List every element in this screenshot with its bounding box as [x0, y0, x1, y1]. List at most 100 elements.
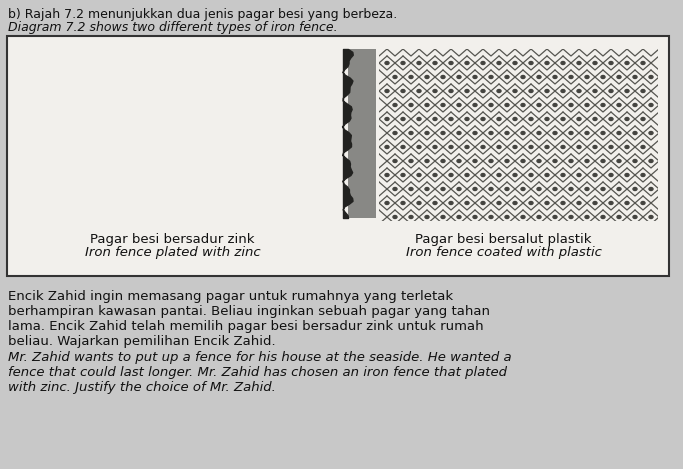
Ellipse shape: [393, 188, 397, 190]
Ellipse shape: [593, 61, 597, 65]
Ellipse shape: [417, 202, 421, 204]
Ellipse shape: [569, 159, 573, 162]
Ellipse shape: [649, 188, 653, 190]
Text: Iron fence plated with zinc: Iron fence plated with zinc: [85, 246, 260, 259]
Ellipse shape: [385, 90, 389, 92]
Ellipse shape: [393, 131, 397, 135]
Ellipse shape: [601, 131, 605, 135]
Ellipse shape: [425, 215, 429, 219]
Ellipse shape: [593, 118, 597, 121]
Ellipse shape: [561, 202, 565, 204]
Ellipse shape: [393, 215, 397, 219]
Ellipse shape: [569, 76, 573, 78]
Ellipse shape: [601, 188, 605, 190]
Ellipse shape: [585, 188, 589, 190]
Ellipse shape: [505, 104, 509, 106]
Ellipse shape: [529, 90, 533, 92]
Ellipse shape: [593, 202, 597, 204]
Ellipse shape: [593, 145, 597, 149]
Ellipse shape: [617, 104, 621, 106]
Ellipse shape: [401, 202, 405, 204]
Ellipse shape: [521, 215, 525, 219]
Ellipse shape: [457, 104, 461, 106]
Ellipse shape: [425, 131, 429, 135]
Ellipse shape: [457, 215, 461, 219]
Ellipse shape: [505, 159, 509, 162]
Ellipse shape: [569, 215, 573, 219]
Ellipse shape: [497, 90, 501, 92]
Ellipse shape: [537, 131, 541, 135]
Ellipse shape: [489, 188, 493, 190]
Ellipse shape: [641, 61, 645, 65]
Ellipse shape: [457, 159, 461, 162]
Ellipse shape: [649, 131, 653, 135]
Ellipse shape: [409, 188, 413, 190]
Ellipse shape: [433, 90, 437, 92]
Ellipse shape: [489, 131, 493, 135]
Ellipse shape: [465, 202, 469, 204]
Ellipse shape: [553, 159, 557, 162]
Ellipse shape: [489, 76, 493, 78]
Ellipse shape: [537, 104, 541, 106]
Text: lama. Encik Zahid telah memilih pagar besi bersadur zink untuk rumah: lama. Encik Zahid telah memilih pagar be…: [8, 320, 484, 333]
Ellipse shape: [641, 90, 645, 92]
Ellipse shape: [449, 90, 453, 92]
Text: Encik Zahid ingin memasang pagar untuk rumahnya yang terletak: Encik Zahid ingin memasang pagar untuk r…: [8, 290, 453, 303]
Ellipse shape: [529, 202, 533, 204]
Ellipse shape: [593, 90, 597, 92]
Ellipse shape: [625, 202, 629, 204]
Ellipse shape: [465, 118, 469, 121]
Ellipse shape: [481, 118, 485, 121]
Text: Diagram 7.2 shows two different types of iron fence.: Diagram 7.2 shows two different types of…: [8, 21, 337, 34]
Ellipse shape: [489, 159, 493, 162]
Ellipse shape: [401, 174, 405, 176]
Ellipse shape: [521, 188, 525, 190]
Text: Iron fence coated with plastic: Iron fence coated with plastic: [406, 246, 602, 259]
Ellipse shape: [609, 90, 613, 92]
Ellipse shape: [609, 118, 613, 121]
Ellipse shape: [529, 174, 533, 176]
Text: fence that could last longer. Mr. Zahid has chosen an iron fence that plated: fence that could last longer. Mr. Zahid …: [8, 366, 507, 379]
Ellipse shape: [409, 76, 413, 78]
Ellipse shape: [449, 145, 453, 149]
Bar: [348, 49, 376, 218]
Ellipse shape: [465, 90, 469, 92]
Ellipse shape: [601, 76, 605, 78]
Ellipse shape: [513, 90, 517, 92]
Text: with zinc. Justify the choice of Mr. Zahid.: with zinc. Justify the choice of Mr. Zah…: [8, 381, 276, 394]
Ellipse shape: [497, 202, 501, 204]
Ellipse shape: [457, 131, 461, 135]
Ellipse shape: [633, 215, 637, 219]
Text: Pagar besi bersadur zink: Pagar besi bersadur zink: [90, 233, 255, 246]
Ellipse shape: [641, 145, 645, 149]
Ellipse shape: [441, 76, 445, 78]
Ellipse shape: [585, 159, 589, 162]
Ellipse shape: [449, 174, 453, 176]
Ellipse shape: [441, 131, 445, 135]
Ellipse shape: [473, 159, 477, 162]
Ellipse shape: [561, 118, 565, 121]
Ellipse shape: [409, 131, 413, 135]
Ellipse shape: [545, 61, 549, 65]
Ellipse shape: [585, 215, 589, 219]
Ellipse shape: [505, 215, 509, 219]
Ellipse shape: [625, 174, 629, 176]
Ellipse shape: [633, 104, 637, 106]
Ellipse shape: [449, 202, 453, 204]
Ellipse shape: [441, 104, 445, 106]
Ellipse shape: [425, 159, 429, 162]
Ellipse shape: [481, 90, 485, 92]
Ellipse shape: [617, 159, 621, 162]
Ellipse shape: [425, 104, 429, 106]
Ellipse shape: [641, 202, 645, 204]
Ellipse shape: [401, 90, 405, 92]
Ellipse shape: [561, 90, 565, 92]
Ellipse shape: [441, 159, 445, 162]
Ellipse shape: [641, 118, 645, 121]
Ellipse shape: [649, 104, 653, 106]
Ellipse shape: [505, 131, 509, 135]
Ellipse shape: [633, 159, 637, 162]
Ellipse shape: [465, 174, 469, 176]
Ellipse shape: [433, 202, 437, 204]
Ellipse shape: [489, 215, 493, 219]
